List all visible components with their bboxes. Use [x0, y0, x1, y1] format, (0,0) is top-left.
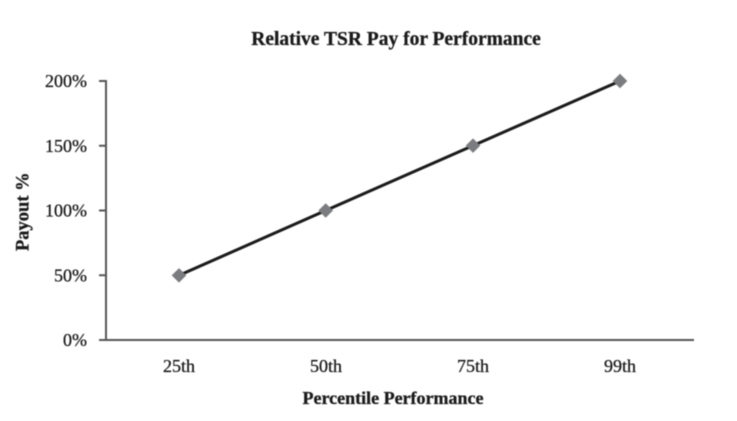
svg-text:Percentile Performance: Percentile Performance — [302, 388, 483, 408]
svg-text:25th: 25th — [163, 356, 195, 376]
svg-text:200%: 200% — [45, 71, 87, 91]
svg-text:75th: 75th — [457, 356, 489, 376]
svg-text:99th: 99th — [604, 356, 636, 376]
svg-text:100%: 100% — [45, 201, 87, 221]
svg-text:50%: 50% — [54, 265, 87, 285]
svg-text:0%: 0% — [63, 330, 87, 350]
svg-text:Payout %: Payout % — [13, 172, 33, 251]
svg-text:150%: 150% — [45, 136, 87, 156]
svg-text:Relative TSR Pay for Performan: Relative TSR Pay for Performance — [251, 29, 541, 50]
svg-text:50th: 50th — [310, 356, 342, 376]
